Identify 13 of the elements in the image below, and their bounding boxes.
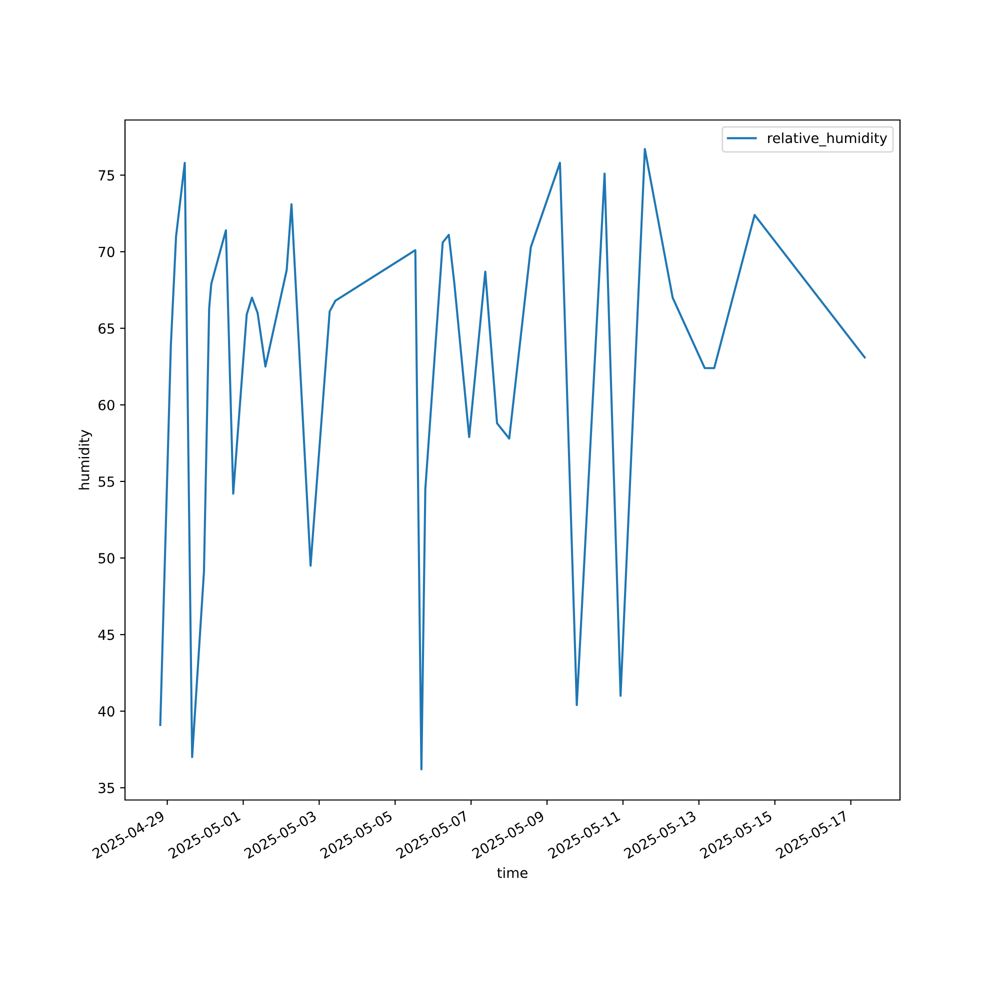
legend-label: relative_humidity [768, 132, 888, 146]
y-tick-label: 45 [98, 630, 114, 640]
line-series [159, 148, 866, 770]
x-axis-title: time [497, 867, 528, 878]
y-tick-label: 35 [98, 782, 114, 794]
y-tick-label: 55 [98, 476, 114, 487]
y-tick-label: 60 [98, 400, 114, 410]
y-tick-label: 70 [98, 246, 114, 258]
y-tick-label: 75 [98, 170, 114, 181]
y-tick-label: 65 [98, 323, 114, 334]
y-tick-label: 40 [98, 706, 114, 717]
y-tick-label: 50 [98, 552, 114, 564]
y-axis-title: humidity [78, 430, 92, 490]
